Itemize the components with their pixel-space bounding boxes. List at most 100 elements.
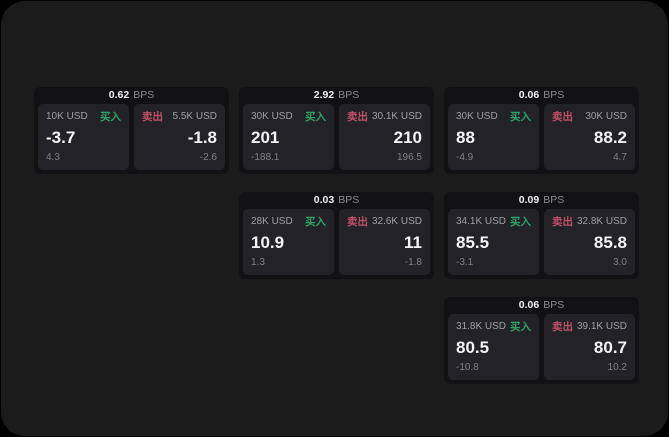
buy-top-row: 31.8K USD 买入 (456, 321, 531, 333)
sell-side-label: 卖出 (552, 321, 573, 333)
bps-value: 0.03 (313, 194, 335, 206)
sell-change: 4.7 (613, 152, 627, 163)
quote-card: 0.06 BPS 31.8K USD 买入 80.5 -10.8 卖出 39.1… (444, 297, 639, 384)
buy-price: 80.5 (456, 337, 490, 357)
sell-panel[interactable]: 卖出 32.8K USD 85.8 3.0 (544, 209, 635, 275)
sell-price: 85.8 (593, 232, 627, 252)
sell-change: -1.8 (404, 257, 422, 268)
buy-amount: 30K USD (456, 111, 498, 122)
card-body: 34.1K USD 买入 85.5 -3.1 卖出 32.8K USD 85.8… (444, 209, 639, 279)
sell-top-row: 卖出 30.1K USD (347, 111, 422, 123)
bps-unit-label: BPS (543, 89, 565, 101)
sell-price: 11 (404, 232, 422, 252)
sell-side-label: 卖出 (142, 111, 163, 123)
sell-amount: 30K USD (585, 111, 627, 122)
bps-unit-label: BPS (133, 89, 155, 101)
sell-amount: 32.6K USD (371, 216, 422, 227)
bps-value: 2.92 (313, 89, 335, 101)
buy-panel[interactable]: 31.8K USD 买入 80.5 -10.8 (448, 314, 539, 380)
buy-top-row: 28K USD 买入 (251, 216, 326, 228)
bps-header: 0.06 BPS (444, 297, 639, 314)
sell-panel[interactable]: 卖出 5.5K USD -1.8 -2.6 (134, 104, 225, 170)
sell-side-label: 卖出 (552, 111, 573, 123)
sell-change: 10.2 (607, 362, 627, 373)
sell-amount: 39.1K USD (576, 321, 627, 332)
buy-change: -10.8 (456, 362, 479, 373)
buy-side-label: 买入 (510, 216, 531, 228)
buy-change: -188.1 (251, 152, 280, 163)
bps-value: 0.62 (108, 89, 130, 101)
buy-price: 10.9 (251, 232, 285, 252)
quote-card: 0.09 BPS 34.1K USD 买入 85.5 -3.1 卖出 32.8K… (444, 192, 639, 279)
buy-change: 4.3 (46, 152, 60, 163)
buy-price: 88 (456, 127, 475, 147)
sell-panel[interactable]: 卖出 32.6K USD 11 -1.8 (339, 209, 430, 275)
buy-side-label: 买入 (305, 216, 326, 228)
sell-change: 196.5 (396, 152, 422, 163)
quote-card: 0.62 BPS 10K USD 买入 -3.7 4.3 卖出 5.5K USD… (34, 87, 229, 174)
sell-change: 3.0 (613, 257, 627, 268)
buy-panel[interactable]: 30K USD 买入 88 -4.9 (448, 104, 539, 170)
buy-price: -3.7 (46, 127, 76, 147)
sell-price: -1.8 (187, 127, 217, 147)
buy-price: 201 (251, 127, 280, 147)
bps-value: 0.06 (518, 89, 540, 101)
sell-price: 88.2 (593, 127, 627, 147)
sell-price: 210 (393, 127, 422, 147)
sell-side-label: 卖出 (347, 216, 368, 228)
buy-top-row: 10K USD 买入 (46, 111, 121, 123)
bps-unit-label: BPS (543, 194, 565, 206)
buy-top-row: 34.1K USD 买入 (456, 216, 531, 228)
buy-amount: 10K USD (46, 111, 88, 122)
sell-top-row: 卖出 5.5K USD (142, 111, 217, 123)
card-body: 31.8K USD 买入 80.5 -10.8 卖出 39.1K USD 80.… (444, 314, 639, 384)
buy-change: 1.3 (251, 257, 265, 268)
sell-price: 80.7 (593, 337, 627, 357)
bps-unit-label: BPS (543, 299, 565, 311)
buy-change: -3.1 (456, 257, 474, 268)
bps-unit-label: BPS (338, 89, 360, 101)
buy-top-row: 30K USD 买入 (251, 111, 326, 123)
bps-value: 0.06 (518, 299, 540, 311)
quote-card: 0.06 BPS 30K USD 买入 88 -4.9 卖出 30K USD 8… (444, 87, 639, 174)
bps-header: 2.92 BPS (239, 87, 434, 104)
sell-change: -2.6 (199, 152, 217, 163)
buy-panel[interactable]: 34.1K USD 买入 85.5 -3.1 (448, 209, 539, 275)
sell-top-row: 卖出 32.8K USD (552, 216, 627, 228)
bps-value: 0.09 (518, 194, 540, 206)
buy-side-label: 买入 (510, 111, 531, 123)
sell-side-label: 卖出 (347, 111, 368, 123)
buy-amount: 34.1K USD (456, 216, 507, 227)
sell-amount: 30.1K USD (371, 111, 422, 122)
bps-header: 0.09 BPS (444, 192, 639, 209)
sell-top-row: 卖出 39.1K USD (552, 321, 627, 333)
buy-side-label: 买入 (510, 321, 531, 333)
sell-top-row: 卖出 30K USD (552, 111, 627, 123)
quote-card: 2.92 BPS 30K USD 买入 201 -188.1 卖出 30.1K … (239, 87, 434, 174)
sell-top-row: 卖出 32.6K USD (347, 216, 422, 228)
sell-panel[interactable]: 卖出 30.1K USD 210 196.5 (339, 104, 430, 170)
buy-panel[interactable]: 28K USD 买入 10.9 1.3 (243, 209, 334, 275)
bps-unit-label: BPS (338, 194, 360, 206)
sell-amount: 32.8K USD (576, 216, 627, 227)
card-body: 10K USD 买入 -3.7 4.3 卖出 5.5K USD -1.8 -2.… (34, 104, 229, 174)
sell-panel[interactable]: 卖出 39.1K USD 80.7 10.2 (544, 314, 635, 380)
sell-panel[interactable]: 卖出 30K USD 88.2 4.7 (544, 104, 635, 170)
buy-change: -4.9 (456, 152, 474, 163)
buy-side-label: 买入 (100, 111, 121, 123)
buy-price: 85.5 (456, 232, 490, 252)
card-body: 28K USD 买入 10.9 1.3 卖出 32.6K USD 11 -1.8 (239, 209, 434, 279)
buy-amount: 30K USD (251, 111, 293, 122)
sell-amount: 5.5K USD (172, 111, 217, 122)
buy-panel[interactable]: 10K USD 买入 -3.7 4.3 (38, 104, 129, 170)
buy-panel[interactable]: 30K USD 买入 201 -188.1 (243, 104, 334, 170)
bps-header: 0.03 BPS (239, 192, 434, 209)
bps-header: 0.06 BPS (444, 87, 639, 104)
card-body: 30K USD 买入 201 -188.1 卖出 30.1K USD 210 1… (239, 104, 434, 174)
quote-card: 0.03 BPS 28K USD 买入 10.9 1.3 卖出 32.6K US… (239, 192, 434, 279)
sell-side-label: 卖出 (552, 216, 573, 228)
bps-header: 0.62 BPS (34, 87, 229, 104)
card-body: 30K USD 买入 88 -4.9 卖出 30K USD 88.2 4.7 (444, 104, 639, 174)
quote-card-grid: 0.62 BPS 10K USD 买入 -3.7 4.3 卖出 5.5K USD… (34, 87, 639, 384)
